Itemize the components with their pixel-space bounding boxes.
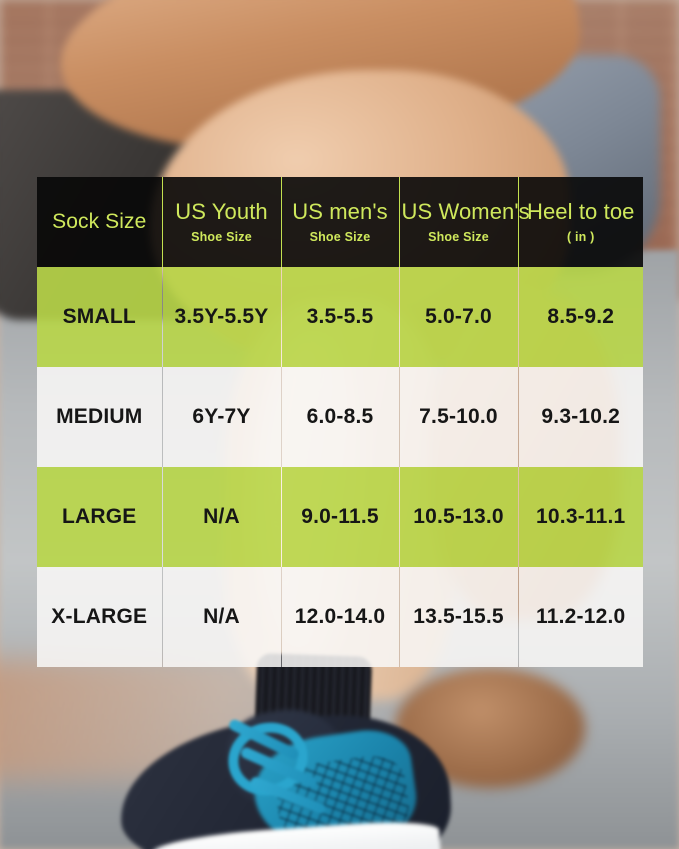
us-youth-cell: 3.5Y-5.5Y bbox=[162, 267, 282, 367]
size-label-cell: SMALL bbox=[37, 267, 163, 367]
table-row: LARGE N/A 9.0-11.5 10.5-13.0 10.3-11.1 bbox=[37, 467, 643, 567]
column-header-subtitle: Shoe Size bbox=[191, 230, 252, 245]
column-header-heel-to-toe: Heel to toe ( in ) bbox=[518, 177, 643, 267]
column-header-subtitle: ( in ) bbox=[566, 230, 595, 245]
us-mens-cell: 6.0-8.5 bbox=[281, 367, 400, 467]
column-header-title: US men's bbox=[292, 198, 388, 224]
us-youth-cell: N/A bbox=[162, 467, 282, 567]
table-row: MEDIUM 6Y-7Y 6.0-8.5 7.5-10.0 9.3-10.2 bbox=[37, 367, 643, 467]
table-row: X-LARGE N/A 12.0-14.0 13.5-15.5 11.2-12.… bbox=[37, 567, 643, 667]
heel-to-toe-cell: 10.3-11.1 bbox=[518, 467, 643, 567]
column-header-title: US Women's bbox=[401, 198, 530, 224]
us-womens-cell: 10.5-13.0 bbox=[399, 467, 519, 567]
column-header-us-mens: US men's Shoe Size bbox=[281, 177, 400, 267]
heel-to-toe-cell: 9.3-10.2 bbox=[518, 367, 643, 467]
us-womens-cell: 5.0-7.0 bbox=[399, 267, 519, 367]
us-womens-cell: 13.5-15.5 bbox=[399, 567, 519, 667]
us-youth-cell: 6Y-7Y bbox=[162, 367, 282, 467]
size-label-cell: X-LARGE bbox=[37, 567, 163, 667]
us-womens-cell: 7.5-10.0 bbox=[399, 367, 519, 467]
column-header-us-youth: US Youth Shoe Size bbox=[162, 177, 282, 267]
column-header-title: Sock Size bbox=[52, 209, 147, 233]
us-youth-cell: N/A bbox=[162, 567, 282, 667]
table-body: SMALL 3.5Y-5.5Y 3.5-5.5 5.0-7.0 8.5-9.2 … bbox=[37, 267, 643, 667]
column-header-sock-size: Sock Size bbox=[37, 177, 163, 267]
us-mens-cell: 3.5-5.5 bbox=[281, 267, 400, 367]
size-chart-table: Sock Size US Youth Shoe Size US men's Sh… bbox=[37, 177, 643, 667]
column-header-title: Heel to toe bbox=[526, 198, 635, 224]
us-mens-cell: 9.0-11.5 bbox=[281, 467, 400, 567]
size-label-cell: LARGE bbox=[37, 467, 163, 567]
table-row: SMALL 3.5Y-5.5Y 3.5-5.5 5.0-7.0 8.5-9.2 bbox=[37, 267, 643, 367]
size-label-cell: MEDIUM bbox=[37, 367, 163, 467]
table-header-row: Sock Size US Youth Shoe Size US men's Sh… bbox=[37, 177, 643, 267]
table-header: Sock Size US Youth Shoe Size US men's Sh… bbox=[37, 177, 643, 267]
heel-to-toe-cell: 11.2-12.0 bbox=[518, 567, 643, 667]
us-mens-cell: 12.0-14.0 bbox=[281, 567, 400, 667]
column-header-subtitle: Shoe Size bbox=[428, 230, 489, 245]
column-header-subtitle: Shoe Size bbox=[309, 230, 371, 245]
heel-to-toe-cell: 8.5-9.2 bbox=[518, 267, 643, 367]
column-header-title: US Youth bbox=[175, 198, 268, 224]
column-header-us-womens: US Women's Shoe Size bbox=[399, 177, 530, 267]
